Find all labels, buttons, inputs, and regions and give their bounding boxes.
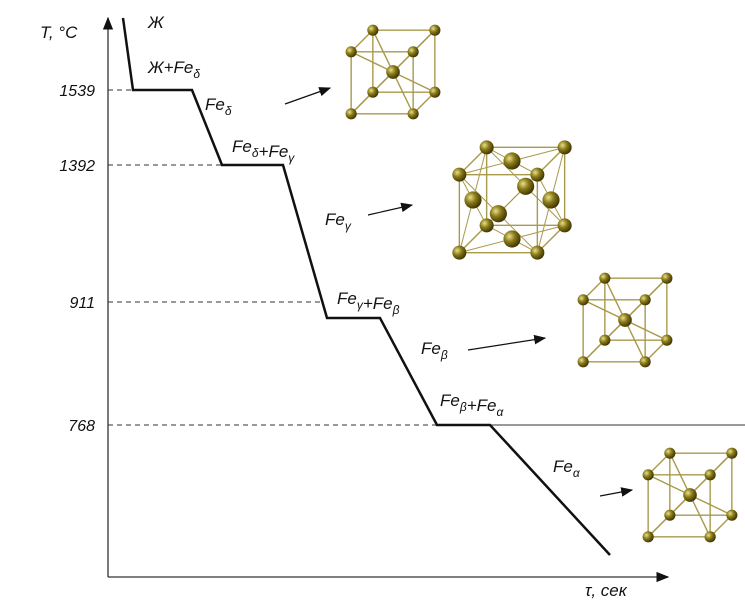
atom — [705, 469, 716, 480]
label-text: +Fe — [467, 396, 497, 415]
atom — [558, 218, 572, 232]
label-subscript: γ — [288, 151, 295, 165]
atom — [503, 230, 520, 247]
label-text: Fe — [325, 210, 345, 229]
atom — [726, 510, 737, 521]
label-text: +Fe — [363, 294, 393, 313]
label-subscript: β — [392, 303, 400, 317]
label-subscript: α — [573, 466, 581, 480]
atom — [661, 335, 672, 346]
y-axis-label: T, °C — [40, 23, 78, 42]
atom — [683, 488, 697, 502]
phase-label: Feα — [553, 457, 581, 480]
atom — [452, 168, 466, 182]
phase-label: Feβ+Feα — [440, 391, 504, 419]
atom — [643, 469, 654, 480]
label-subscript: δ — [225, 104, 232, 118]
atom — [578, 294, 589, 305]
label-text: Ж — [147, 13, 165, 32]
phase-label: Feγ+Feβ — [337, 289, 400, 317]
dashed-lines — [108, 90, 437, 425]
label-text: +Fe — [259, 142, 289, 161]
atom — [346, 108, 357, 119]
atom — [661, 273, 672, 284]
phase-label: Feγ — [325, 210, 352, 233]
label-subscript: δ — [193, 67, 200, 81]
phase-label: Feδ+Feγ — [232, 137, 295, 165]
temperature-label: 768 — [68, 418, 95, 435]
atom — [530, 168, 544, 182]
atom — [429, 25, 440, 36]
atom — [503, 152, 520, 169]
atom — [480, 218, 494, 232]
label-text: Fe — [205, 95, 225, 114]
temperature-label: 1539 — [59, 83, 95, 100]
atom — [408, 108, 419, 119]
atom — [726, 448, 737, 459]
atom — [599, 273, 610, 284]
atom — [599, 335, 610, 346]
label-text: Fe — [421, 339, 441, 358]
atom — [618, 313, 632, 327]
atom — [705, 531, 716, 542]
phase-label: Ж+Feδ — [147, 58, 200, 81]
temperature-label: 911 — [69, 295, 95, 312]
atom — [517, 178, 534, 195]
atom — [530, 246, 544, 260]
atom — [542, 191, 559, 208]
label-text: Fe — [440, 391, 460, 410]
atom — [643, 531, 654, 542]
atom — [578, 356, 589, 367]
x-axis-label: τ, сек — [585, 581, 628, 600]
atom — [367, 25, 378, 36]
label-text: Fe — [337, 289, 357, 308]
temperature-label: 1392 — [59, 158, 95, 175]
phase-label: Feδ — [205, 95, 232, 118]
atom — [452, 246, 466, 260]
phase-label: Feβ — [421, 339, 448, 362]
diagram: T, °C τ, сек 15391392911768ЖЖ+FeδFeδFeδ+… — [0, 0, 745, 602]
atom — [386, 65, 400, 79]
atom — [640, 294, 651, 305]
label-subscript: γ — [345, 219, 352, 233]
atom — [558, 140, 572, 154]
crystal-structures — [346, 25, 738, 543]
atom — [664, 448, 675, 459]
atom — [480, 140, 494, 154]
atom — [464, 191, 481, 208]
atom — [664, 510, 675, 521]
atom — [640, 356, 651, 367]
atom — [490, 205, 507, 222]
label-text: Fe — [232, 137, 252, 156]
atom — [408, 46, 419, 57]
atom — [429, 87, 440, 98]
label-subscript: α — [496, 405, 504, 419]
phase-label: Ж — [147, 13, 165, 32]
atom — [367, 87, 378, 98]
atom — [346, 46, 357, 57]
label-text: Ж+Fe — [147, 58, 193, 77]
label-subscript: β — [440, 348, 448, 362]
label-text: Fe — [553, 457, 573, 476]
label-subscript: β — [459, 400, 467, 414]
